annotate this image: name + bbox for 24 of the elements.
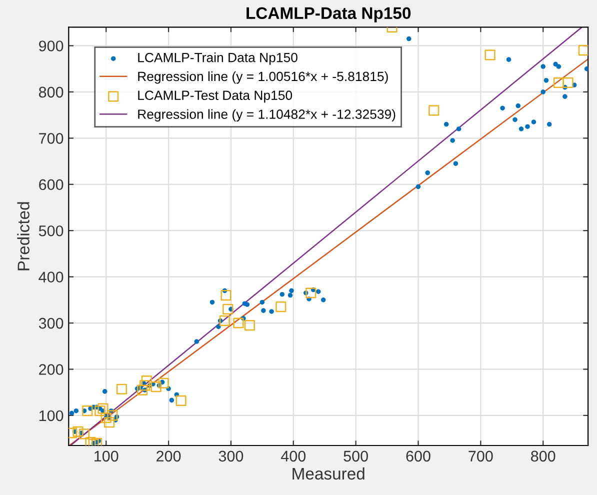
y-tick-label: 500 xyxy=(38,225,64,236)
x-tick-label: 800 xyxy=(531,450,556,462)
x-axis-title: Measured xyxy=(292,467,364,480)
legend-label: Regression line (y = 1.10482*x + -12.32539) xyxy=(138,109,396,122)
y-tick-label: 900 xyxy=(39,40,64,52)
chart-title: LCAMLP-Data Np150 xyxy=(246,7,411,22)
y-tick-label: 800 xyxy=(38,86,64,98)
y-tick-label: 600 xyxy=(39,179,64,190)
legend-label: Regression line (y = 1.00516*x + -5.81815) xyxy=(138,71,388,84)
y-tick-label: 100 xyxy=(39,410,64,422)
x-tick-label: 300 xyxy=(218,450,244,462)
y-tick-label: 300 xyxy=(38,318,64,329)
y-tick-label: 200 xyxy=(39,364,64,375)
legend-label: LCAMLP-Test Data Np150 xyxy=(138,90,292,103)
y-axis-title: Predicted xyxy=(17,202,30,270)
x-tick-label: 200 xyxy=(156,450,181,462)
y-tick-label: 400 xyxy=(38,272,64,282)
x-tick-label: 400 xyxy=(281,450,306,462)
x-tick-label: 600 xyxy=(406,450,430,462)
x-tick-label: 100 xyxy=(94,450,118,462)
legend-label: LCAMLP-Train Data Np150 xyxy=(138,52,298,65)
x-tick-label: 700 xyxy=(468,450,493,462)
x-tick-label: 500 xyxy=(344,450,368,462)
y-tick-label: 700 xyxy=(39,133,64,144)
